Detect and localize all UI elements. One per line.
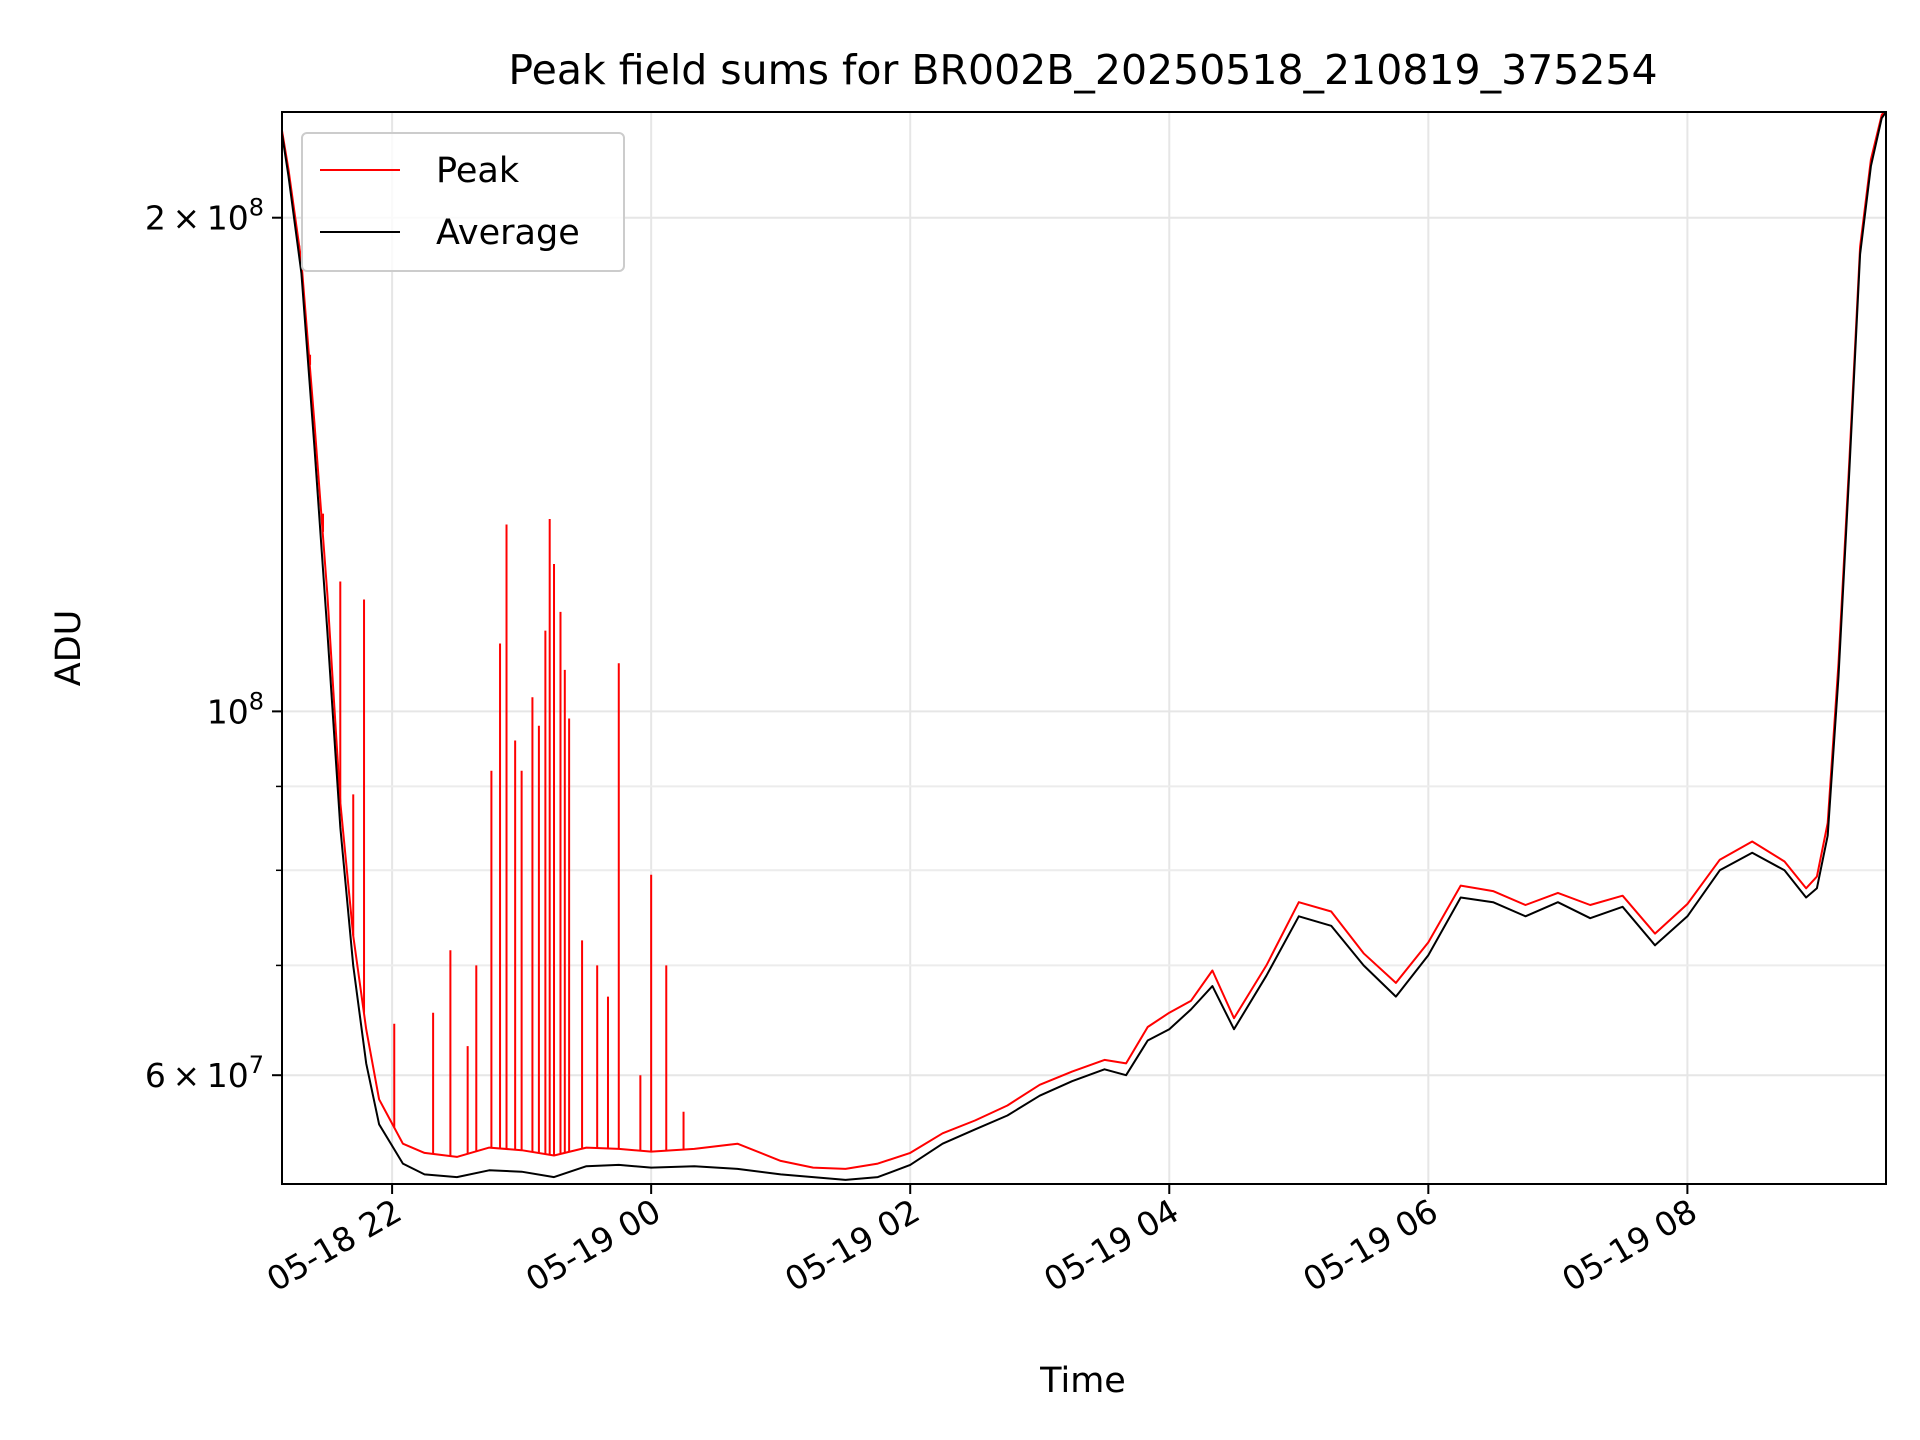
series-layer <box>282 112 1886 1181</box>
chart-title: Peak field sums for BR002B_20250518_2108… <box>508 46 1657 94</box>
x-tick-label: 05-19 04 <box>1037 1191 1185 1299</box>
legend-label-average: Average <box>436 213 580 253</box>
x-tick-label: 05-19 02 <box>778 1191 926 1299</box>
legend: Peak Average <box>301 132 625 272</box>
legend-label-peak: Peak <box>436 151 520 191</box>
x-axis-label: Time <box>1039 1361 1126 1401</box>
x-tick-label: 05-19 00 <box>519 1191 667 1299</box>
x-tick-label: 05-19 08 <box>1555 1191 1703 1299</box>
x-tick-label: 05-18 22 <box>260 1191 408 1299</box>
series-line-average <box>282 112 1886 1181</box>
y-axis-label: ADU <box>49 610 89 687</box>
y-tick-label: 6 × 107 <box>145 1051 264 1095</box>
legend-box <box>301 132 625 272</box>
series-line-peak <box>282 112 1886 1170</box>
x-tick-label: 05-19 06 <box>1296 1191 1444 1299</box>
series-average <box>282 112 1886 1181</box>
plot-frame <box>281 111 1887 1185</box>
y-tick-label: 2 × 108 <box>145 194 264 238</box>
series-peak <box>282 112 1886 1170</box>
y-tick-label: 108 <box>207 687 264 731</box>
